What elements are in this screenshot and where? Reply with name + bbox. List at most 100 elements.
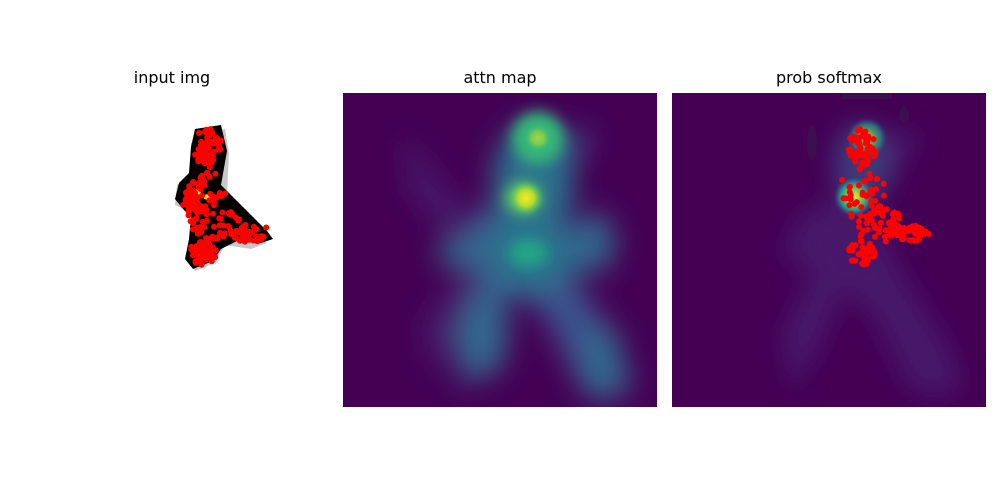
keypoint <box>209 244 216 251</box>
keypoint <box>873 186 880 193</box>
keypoint <box>882 238 889 245</box>
keypoint <box>892 230 899 237</box>
keypoint <box>190 178 197 185</box>
keypoint <box>200 148 207 155</box>
keypoint <box>195 202 202 209</box>
keypoint <box>211 223 217 230</box>
keypoint <box>860 246 867 253</box>
keypoint <box>194 228 201 235</box>
keypoint <box>241 238 248 245</box>
keypoint <box>246 236 253 243</box>
keypoint <box>238 229 245 236</box>
keypoint <box>192 197 199 204</box>
keypoint <box>208 258 215 265</box>
keypoint <box>918 225 925 232</box>
attn-body-glow <box>403 123 633 403</box>
keypoint <box>237 237 243 244</box>
keypoint <box>209 210 216 217</box>
keypoint <box>877 208 884 215</box>
keypoint <box>890 216 897 223</box>
keypoint <box>219 209 226 216</box>
keypoint <box>186 183 193 190</box>
keypoint <box>857 212 864 219</box>
keypoint <box>209 138 216 145</box>
keypoint <box>871 233 878 240</box>
keypoint <box>188 246 195 253</box>
keypoint <box>195 158 202 165</box>
keypoint <box>204 134 211 141</box>
keypoint <box>873 176 880 183</box>
keypoint <box>858 204 865 211</box>
keypoint <box>865 244 872 251</box>
keypoint <box>906 224 913 231</box>
input-keypoints <box>180 126 270 268</box>
keypoint <box>209 150 216 157</box>
keypoint <box>867 175 874 182</box>
keypoint <box>857 233 864 240</box>
keypoint <box>867 143 873 150</box>
keypoint <box>846 149 853 156</box>
prob-softmax-map <box>672 93 986 407</box>
keypoint <box>195 255 202 262</box>
keypoint <box>861 178 868 185</box>
keypoint <box>864 136 871 143</box>
attn-map <box>343 93 657 407</box>
input-image-panel <box>15 93 329 407</box>
panel-title-attn: attn map <box>463 68 537 87</box>
keypoint <box>200 152 207 159</box>
keypoint <box>222 230 228 237</box>
keypoint <box>914 231 921 238</box>
keypoint <box>205 236 212 243</box>
keypoint <box>848 257 855 264</box>
keypoint <box>852 155 859 162</box>
keypoint <box>206 164 213 171</box>
keypoint <box>260 233 267 240</box>
keypoint <box>914 237 921 244</box>
keypoint <box>868 198 875 205</box>
keypoint <box>913 223 920 230</box>
keypoint <box>918 231 925 238</box>
keypoint <box>895 215 902 222</box>
keypoint <box>860 130 867 137</box>
keypoint <box>863 193 870 200</box>
keypoint <box>846 184 853 191</box>
keypoint <box>880 180 887 187</box>
keypoint <box>240 223 247 230</box>
keypoint <box>882 227 889 234</box>
attn-peak <box>508 180 544 216</box>
keypoint <box>895 210 901 217</box>
keypoint <box>866 216 873 223</box>
keypoint <box>250 223 257 230</box>
keypoint <box>880 192 887 199</box>
keypoint <box>227 209 234 216</box>
keypoint <box>196 152 203 159</box>
keypoint <box>217 229 223 236</box>
keypoint <box>254 238 261 245</box>
keypoint <box>853 199 860 206</box>
prob-softmax-panel <box>672 93 986 407</box>
keypoint <box>182 196 189 203</box>
keypoint <box>193 250 200 257</box>
keypoint <box>187 191 194 197</box>
keypoint <box>864 226 871 233</box>
keypoint <box>182 189 189 196</box>
keypoint <box>842 195 849 202</box>
keypoint <box>877 203 884 210</box>
keypoint <box>195 184 202 191</box>
keypoint <box>856 166 863 173</box>
keypoint <box>263 224 270 231</box>
keypoint <box>900 235 907 242</box>
keypoint <box>859 189 866 196</box>
prob-dark-spot-2 <box>899 107 909 123</box>
keypoint <box>877 219 884 226</box>
attn-map-panel <box>343 93 657 407</box>
keypoint <box>864 161 870 168</box>
keypoint <box>854 137 861 144</box>
keypoint <box>848 210 855 217</box>
keypoint <box>217 146 224 153</box>
keypoint <box>858 238 865 245</box>
keypoint <box>855 218 862 225</box>
keypoint <box>199 218 206 225</box>
keypoint <box>201 208 208 215</box>
